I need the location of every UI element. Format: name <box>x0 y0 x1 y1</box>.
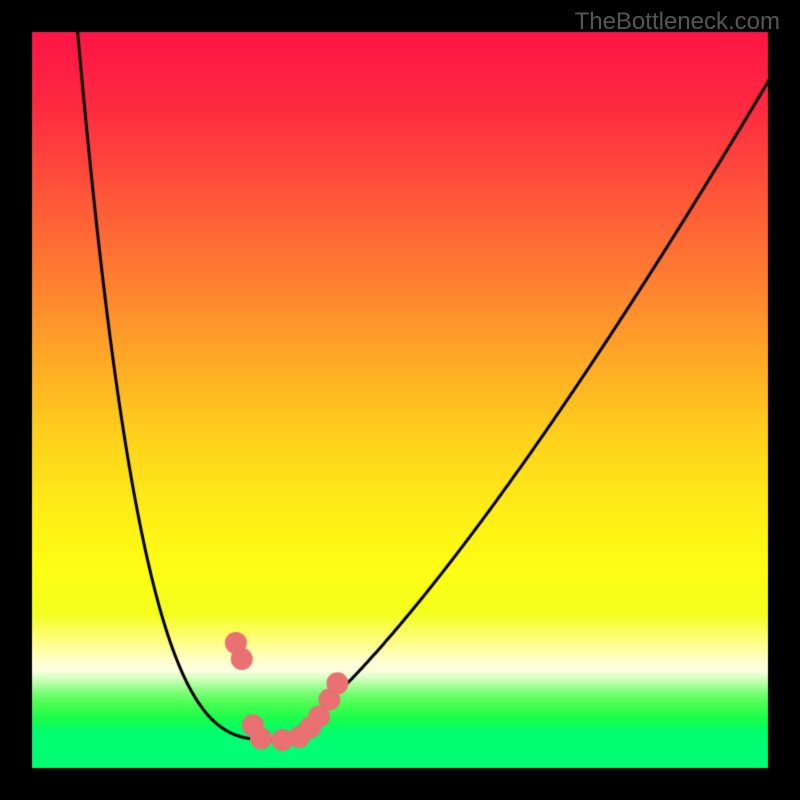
chart-stage: TheBottleneck.com <box>0 0 800 800</box>
watermark-text: TheBottleneck.com <box>575 8 780 36</box>
chart-canvas <box>0 0 800 800</box>
